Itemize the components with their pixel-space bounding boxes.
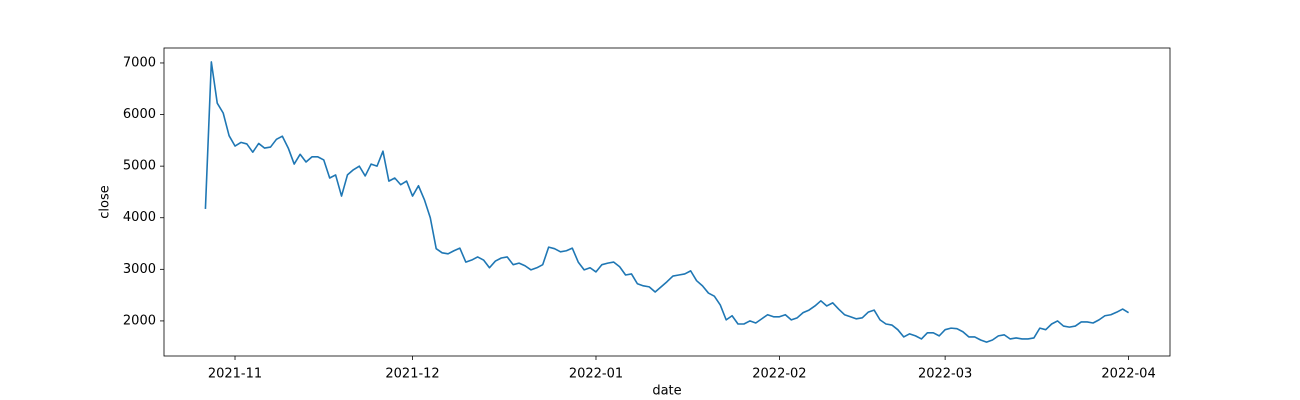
x-tick-label: 2022-02 [752, 367, 806, 382]
y-tick-label: 3000 [123, 262, 156, 277]
y-tick-label: 5000 [123, 159, 156, 174]
y-tick-label: 2000 [123, 313, 156, 328]
x-tick-label: 2021-12 [385, 367, 439, 382]
data-line [204, 61, 1129, 343]
x-tick-label: 2022-04 [1101, 367, 1155, 382]
y-axis-label: close [98, 185, 113, 218]
y-tick-label: 4000 [123, 210, 156, 225]
plot-frame [163, 47, 1171, 357]
x-tick-label: 2021-11 [208, 367, 262, 382]
y-tick-label: 7000 [123, 55, 156, 70]
x-tick-label: 2022-01 [569, 367, 623, 382]
y-tick-label: 6000 [123, 107, 156, 122]
x-axis-label: date [652, 384, 681, 399]
x-tick-label: 2022-03 [918, 367, 972, 382]
